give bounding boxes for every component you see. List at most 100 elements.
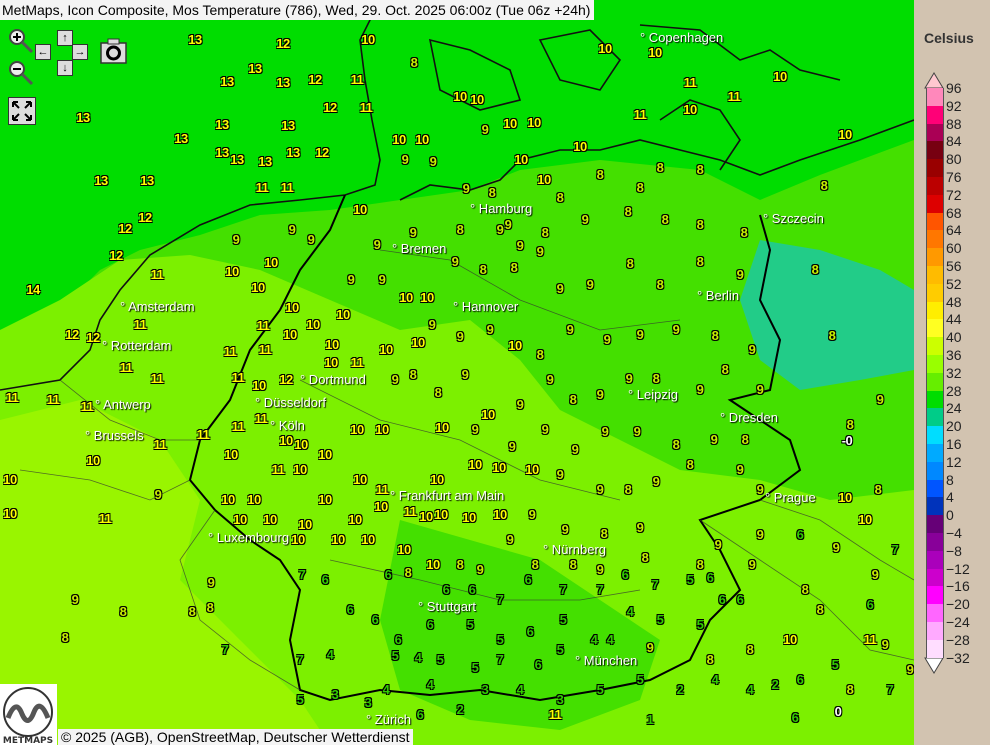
temperature-value: 13	[215, 117, 229, 132]
temperature-value: 9	[672, 322, 680, 337]
legend-color-swatch	[926, 426, 944, 444]
temperature-value: 7	[559, 582, 567, 597]
temperature-value: 5	[436, 652, 444, 667]
temperature-value: 11	[280, 180, 294, 195]
pan-down-button[interactable]: ↓	[57, 60, 73, 76]
temperature-value: 11	[150, 371, 164, 386]
city-label: ° Hamburg	[470, 201, 533, 216]
temperature-value: 9	[881, 637, 889, 652]
temperature-value: 8	[556, 190, 564, 205]
temperature-value: 11	[46, 392, 60, 407]
temperature-value: 7	[496, 592, 504, 607]
temperature-value: 11	[727, 89, 741, 104]
pan-right-button[interactable]: →	[72, 44, 88, 60]
legend-title: Celsius	[924, 30, 974, 46]
temperature-value: 12	[138, 210, 152, 225]
pan-up-button[interactable]: ↑	[57, 30, 73, 46]
city-label: ° Berlin	[697, 288, 740, 303]
temperature-value: 8	[846, 682, 854, 697]
temperature-value: 11	[359, 100, 373, 115]
temperature-value: 10	[3, 472, 17, 487]
temperature-value: 5	[686, 572, 694, 587]
temperature-value: 5	[831, 657, 839, 672]
legend-color-swatch	[926, 141, 944, 160]
map-canvas[interactable]: 13 12 13 13 13 12 11 12 11 13 13 13 13 13 13 13 13 12 13 13…	[0, 0, 914, 745]
temperature-value: 6	[866, 597, 874, 612]
fullscreen-icon	[8, 97, 36, 125]
temperature-value: 12	[279, 372, 293, 387]
temperature-value: 5	[496, 632, 504, 647]
temperature-value: 9	[307, 232, 315, 247]
temperature-value: 9	[596, 562, 604, 577]
legend-color-swatch	[926, 497, 944, 516]
temperature-value: 9	[536, 244, 544, 259]
temperature-value: 8	[600, 526, 608, 541]
temperature-value: 10	[279, 433, 293, 448]
temperature-value: 13	[258, 154, 272, 169]
zoom-in-icon	[9, 29, 34, 54]
temperature-value: 12	[65, 327, 79, 342]
legend-color-swatch	[926, 479, 944, 498]
temperature-value: 10	[598, 41, 612, 56]
temperature-value: 9	[288, 222, 296, 237]
temperature-value: 9	[347, 272, 355, 287]
temperature-value: 9	[373, 237, 381, 252]
germany-border	[188, 194, 802, 702]
temperature-value: 5	[556, 642, 564, 657]
temperature-value: 11	[633, 107, 647, 122]
legend-label: 56	[946, 258, 962, 274]
temperature-value: 10	[293, 462, 307, 477]
temperature-value: 6	[736, 592, 744, 607]
temperature-value: 4	[326, 647, 334, 662]
legend-label: 88	[946, 115, 962, 132]
temperature-field-32	[0, 255, 914, 745]
legend-bottom-arrow-icon	[924, 657, 944, 674]
temperature-value: 10	[493, 507, 507, 522]
temperature-value: 6	[442, 582, 450, 597]
temperature-value: 7	[298, 567, 306, 582]
temperature-value: 10	[374, 499, 388, 514]
city-label: ° Düsseldorf	[255, 395, 326, 410]
legend-color-swatch	[926, 88, 944, 106]
legend-label: −20	[946, 596, 970, 613]
temperature-value: 11	[153, 437, 167, 452]
temperature-value: 6	[796, 672, 804, 687]
legend-color-swatch	[926, 408, 944, 427]
temperature-value: 8	[656, 160, 664, 175]
temperature-value: 4	[414, 650, 422, 665]
temperature-value: 11	[548, 707, 562, 722]
temperature-value: 6	[371, 612, 379, 627]
legend-label: 40	[946, 329, 962, 346]
legend-color-swatch	[926, 123, 944, 142]
temperature-value: 10	[324, 355, 338, 370]
legend-color-swatch	[926, 212, 944, 231]
temperature-value: 10	[353, 472, 367, 487]
pan-left-button[interactable]: ←	[35, 44, 51, 60]
temperature-value: 11	[231, 370, 245, 385]
map-background	[0, 0, 914, 745]
temperature-value: 1	[646, 712, 654, 727]
legend-label: 36	[946, 347, 962, 363]
temperature-value: 6	[394, 632, 402, 647]
temperature-value: 10	[503, 116, 517, 131]
temperature-value: 9	[71, 592, 79, 607]
temperature-value: -0	[841, 433, 853, 448]
temperature-value: 10	[298, 517, 312, 532]
temperature-value: 10	[331, 532, 345, 547]
temperature-value: 10	[426, 557, 440, 572]
temperature-value: 7	[651, 577, 659, 592]
city-label: ° Frankfurt am Main	[390, 488, 505, 503]
temperature-value: 5	[471, 660, 479, 675]
temperature-value: 9	[541, 422, 549, 437]
temperature-value: 10	[233, 512, 247, 527]
legend-color-swatch	[926, 372, 944, 391]
legend-color-swatch	[926, 586, 944, 605]
temperature-value: 3	[331, 687, 339, 702]
legend-label: 4	[946, 489, 954, 506]
legend-label: −8	[946, 542, 962, 559]
temperature-value: 8	[624, 482, 632, 497]
temperature-value: 8	[206, 600, 214, 615]
city-label: ° Leipzig	[628, 387, 679, 402]
legend-label: 60	[946, 240, 962, 257]
temperature-value: 9	[710, 432, 718, 447]
